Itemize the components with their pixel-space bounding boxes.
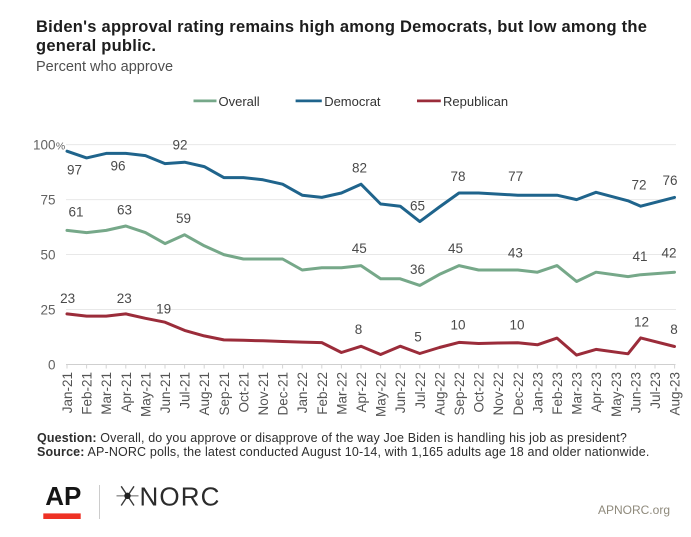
svg-text:Apr-23: Apr-23: [589, 372, 604, 413]
svg-text:Apr-21: Apr-21: [119, 372, 134, 413]
svg-text:Democrat: Democrat: [324, 94, 381, 109]
svg-text:10: 10: [450, 318, 465, 333]
svg-text:Jan-22: Jan-22: [295, 372, 310, 413]
svg-text:61: 61: [68, 205, 83, 220]
svg-text:75: 75: [40, 192, 55, 207]
svg-text:42: 42: [661, 246, 676, 261]
svg-text:76: 76: [662, 173, 677, 188]
svg-text:97: 97: [67, 163, 82, 178]
svg-text:8: 8: [355, 322, 363, 337]
svg-text:92: 92: [172, 138, 187, 153]
svg-text:72: 72: [631, 178, 646, 193]
svg-text:Feb-23: Feb-23: [550, 372, 565, 415]
svg-text:Jul-22: Jul-22: [413, 372, 428, 409]
svg-text:Aug-23: Aug-23: [668, 372, 683, 416]
svg-text:Dec-22: Dec-22: [511, 372, 526, 416]
svg-text:8: 8: [670, 322, 678, 337]
svg-text:%: %: [56, 141, 65, 153]
svg-text:Republican: Republican: [443, 94, 508, 109]
svg-text:59: 59: [176, 211, 191, 226]
svg-text:Jun-21: Jun-21: [158, 372, 173, 413]
svg-text:25: 25: [40, 302, 55, 317]
svg-text:Mar-23: Mar-23: [570, 372, 585, 415]
svg-text:Aug-21: Aug-21: [197, 372, 212, 416]
svg-text:Nov-21: Nov-21: [256, 372, 271, 416]
svg-text:Sep-22: Sep-22: [452, 372, 467, 416]
svg-text:Apr-22: Apr-22: [354, 372, 369, 413]
svg-text:Jun-22: Jun-22: [393, 372, 408, 413]
svg-text:65: 65: [410, 199, 425, 214]
svg-text:Oct-22: Oct-22: [472, 372, 487, 413]
svg-text:0: 0: [48, 357, 56, 372]
svg-text:41: 41: [632, 249, 647, 264]
svg-text:Jun-23: Jun-23: [628, 372, 643, 413]
svg-text:45: 45: [352, 241, 367, 256]
svg-text:Jul-23: Jul-23: [648, 372, 663, 409]
svg-text:NORC: NORC: [140, 481, 221, 511]
svg-text:45: 45: [448, 241, 463, 256]
svg-text:Nov-22: Nov-22: [491, 372, 506, 416]
svg-text:19: 19: [156, 302, 171, 317]
svg-text:12: 12: [634, 315, 649, 330]
svg-text:77: 77: [508, 169, 523, 184]
svg-text:82: 82: [352, 160, 367, 175]
svg-text:Feb-22: Feb-22: [315, 372, 330, 415]
svg-text:23: 23: [117, 291, 132, 306]
svg-text:Jan-23: Jan-23: [530, 372, 545, 413]
svg-text:96: 96: [110, 159, 125, 174]
svg-text:36: 36: [410, 262, 425, 277]
svg-text:May-23: May-23: [609, 372, 624, 417]
svg-text:50: 50: [40, 247, 55, 262]
svg-text:Overall: Overall: [219, 94, 260, 109]
svg-text:63: 63: [117, 203, 132, 218]
svg-text:23: 23: [60, 291, 75, 306]
svg-text:AP: AP: [45, 481, 81, 511]
svg-text:Jan-21: Jan-21: [60, 372, 75, 413]
svg-text:May-21: May-21: [138, 372, 153, 417]
svg-text:Dec-21: Dec-21: [276, 372, 291, 416]
svg-text:78: 78: [450, 169, 465, 184]
svg-text:May-22: May-22: [374, 372, 389, 417]
svg-text:Sep-21: Sep-21: [217, 372, 232, 416]
svg-text:Feb-21: Feb-21: [80, 372, 95, 415]
svg-text:Jul-21: Jul-21: [178, 372, 193, 409]
svg-text:Mar-21: Mar-21: [99, 372, 114, 415]
svg-text:Aug-22: Aug-22: [432, 372, 447, 416]
svg-text:5: 5: [414, 330, 422, 345]
svg-text:Oct-21: Oct-21: [236, 372, 251, 413]
svg-text:100: 100: [33, 138, 56, 153]
svg-text:43: 43: [508, 246, 523, 261]
svg-text:10: 10: [509, 318, 524, 333]
svg-text:Mar-22: Mar-22: [334, 372, 349, 415]
